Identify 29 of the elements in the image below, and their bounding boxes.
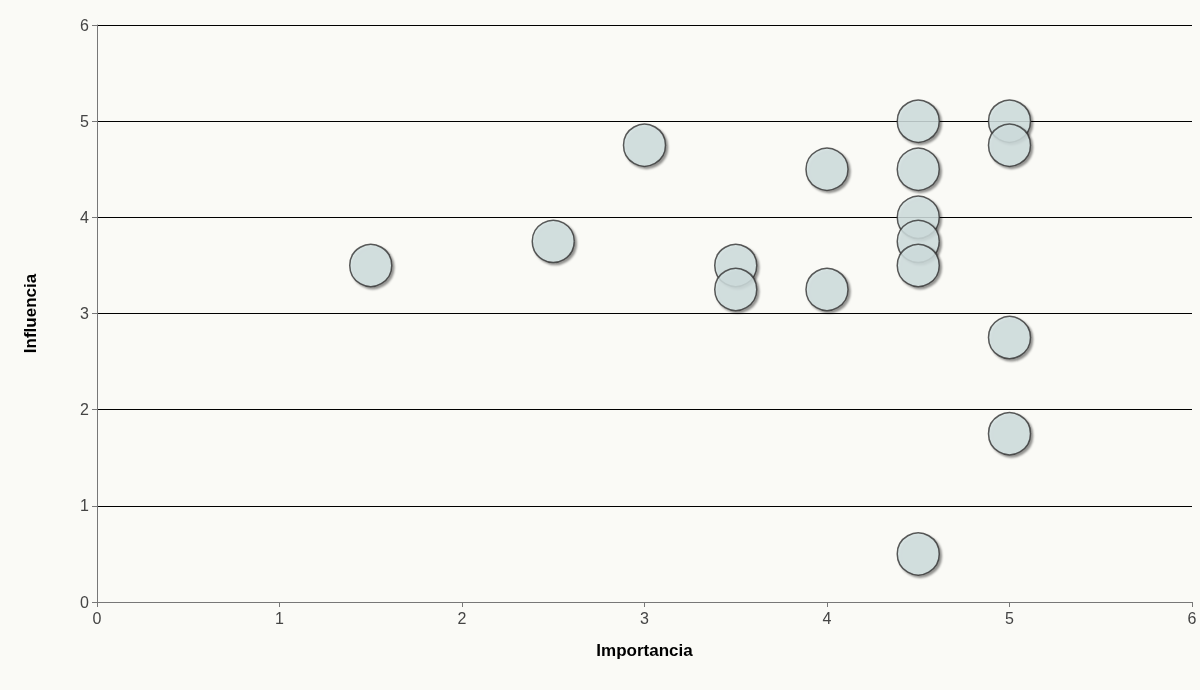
y-tick-label: 2 (80, 401, 90, 419)
point (805, 147, 849, 191)
x-tick-label: 4 (822, 609, 832, 627)
point (987, 411, 1032, 456)
y-tick-label: 6 (80, 16, 90, 34)
x-tick-label: 5 (1005, 609, 1015, 627)
x-tick-label: 1 (275, 609, 285, 627)
point (531, 219, 575, 264)
x-axis-title: Importancia (596, 641, 694, 660)
point (805, 267, 849, 312)
x-tick-label: 6 (1187, 609, 1197, 627)
y-tick-label: 1 (80, 497, 90, 515)
y-axis-title: Influencia (21, 273, 40, 354)
point (987, 315, 1032, 360)
point (896, 99, 940, 143)
y-tick-label: 0 (80, 593, 90, 611)
point (349, 243, 393, 288)
point (896, 243, 940, 288)
x-tick-label: 2 (457, 609, 467, 627)
y-tick-label: 4 (80, 208, 90, 226)
point (622, 123, 667, 167)
point (896, 532, 940, 576)
x-tick-label: 3 (640, 609, 650, 627)
y-tick-label: 5 (80, 112, 90, 130)
x-tick-label: 0 (92, 609, 102, 627)
y-tick-label: 3 (80, 305, 90, 322)
point (896, 147, 940, 191)
point (987, 123, 1032, 167)
point (714, 267, 758, 312)
